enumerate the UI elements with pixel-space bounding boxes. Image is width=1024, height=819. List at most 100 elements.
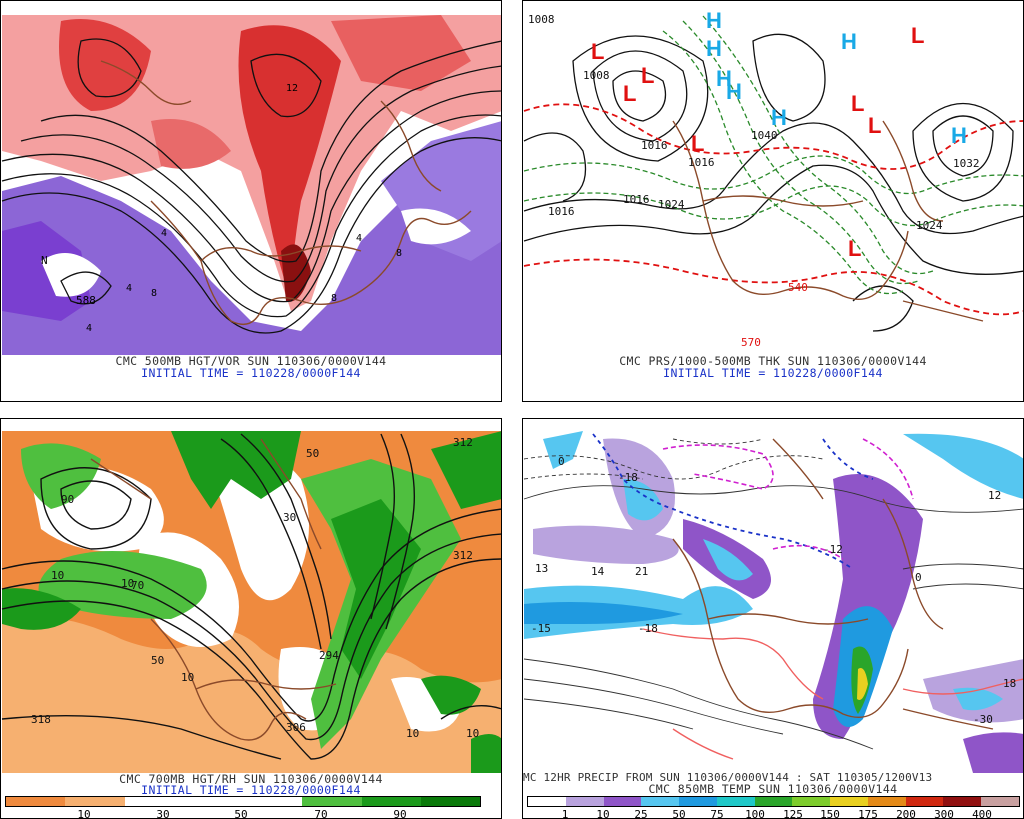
panel-precip-850mb-temp: 0 -18 13 14 21 -15 -18 18 0 -30 -12 12 M… <box>522 418 1024 819</box>
temp-label: 14 <box>591 565 605 578</box>
rh-scale-label: 50 <box>234 808 248 819</box>
contour-label: 10 <box>466 727 479 740</box>
thickness-label: 570 <box>741 336 761 349</box>
low-pressure-marker: L <box>851 91 864 116</box>
precip-color-swatch <box>716 797 755 806</box>
precip-color-swatch <box>603 797 642 806</box>
precip-color-swatch <box>565 797 604 806</box>
precip-scale-label: 125 <box>783 808 803 819</box>
precip-color-swatch <box>792 797 831 806</box>
panel-caption: CMC 700MB HGT/RH SUN 110306/0000V144 <box>119 772 383 786</box>
precip-map: 0 -18 13 14 21 -15 -18 18 0 -30 -12 12 <box>523 431 1023 773</box>
temp-label: 0 <box>558 455 565 468</box>
precip-color-swatch <box>641 797 680 806</box>
map-label: 588 <box>76 294 96 307</box>
pressure-map: H H H H H H H L L L L L L L L 1008 1008 … <box>523 2 1023 354</box>
rh-color-swatch <box>361 797 421 806</box>
isobar-label: 1016 <box>641 139 668 152</box>
temp-label: -18 <box>618 471 638 484</box>
high-pressure-marker: H <box>706 8 722 33</box>
temp-label: 18 <box>1003 677 1016 690</box>
contour-label: 10 <box>406 727 419 740</box>
contour-label: 90 <box>61 493 74 506</box>
precip-scale-label: 10 <box>596 808 610 819</box>
temp-label: -30 <box>973 713 993 726</box>
panel-500mb-height-vorticity: N 588 4 8 4 8 4 8 4 12 CMC 500MB HGT/VOR… <box>0 0 502 402</box>
rh-scale-label: 10 <box>77 808 91 819</box>
high-pressure-marker: H <box>706 36 722 61</box>
precip-scale-label: 300 <box>934 808 954 819</box>
rh-color-swatch <box>420 797 480 806</box>
map-label: 8 <box>151 288 157 299</box>
contour-label: 306 <box>286 721 306 734</box>
precip-color-swatch <box>981 797 1019 806</box>
contour-label: 10 <box>121 577 134 590</box>
vorticity-map: N 588 4 8 4 8 4 8 4 12 <box>1 15 501 355</box>
precip-scale-label: 200 <box>896 808 916 819</box>
contour-label: 10 <box>181 671 194 684</box>
isobar-label: 1016 <box>623 193 650 206</box>
contour-label: 50 <box>306 447 319 460</box>
isobar-label: 1040 <box>751 129 778 142</box>
rh-color-swatch <box>65 797 125 806</box>
map-label: 4 <box>161 228 167 239</box>
panel-700mb-height-rh: 312 312 318 306 294 30 50 10 70 10 50 10… <box>0 418 502 819</box>
low-pressure-marker: L <box>868 113 881 138</box>
low-pressure-marker: L <box>591 39 604 64</box>
high-pressure-marker: H <box>951 123 967 148</box>
rh-scale-label: 90 <box>393 808 407 819</box>
thickness-label: 540 <box>788 281 808 294</box>
rh-scale-label: 70 <box>314 808 328 819</box>
contour-label: 30 <box>283 511 296 524</box>
precip-color-swatch <box>754 797 793 806</box>
panel-caption-temp: CMC 850MB TEMP SUN 110306/0000V144 <box>648 782 898 796</box>
temp-label: -12 <box>823 543 843 556</box>
rh-color-swatch <box>124 797 184 806</box>
precip-color-swatch <box>528 797 566 806</box>
precip-scale-label: 150 <box>820 808 840 819</box>
temp-label: -18 <box>638 622 658 635</box>
panel-initial-time: INITIAL TIME = 110228/0000F144 <box>141 783 361 797</box>
precip-color-swatch <box>943 797 982 806</box>
contour-label: 294 <box>319 649 339 662</box>
temp-label: 12 <box>988 489 1001 502</box>
low-pressure-marker: L <box>848 236 861 261</box>
contour-label: 70 <box>131 579 144 592</box>
precip-color-swatch <box>679 797 717 806</box>
low-pressure-marker: L <box>623 81 636 106</box>
precip-scale-label: 25 <box>634 808 648 819</box>
rh-color-swatch <box>302 797 362 806</box>
panel-pressure-thickness: H H H H H H H L L L L L L L L 1008 1008 … <box>522 0 1024 402</box>
map-label: 12 <box>286 83 298 94</box>
map-label: 4 <box>126 283 132 294</box>
isobar-label: 1008 <box>583 69 610 82</box>
high-pressure-marker: H <box>841 29 857 54</box>
panel-initial-time: INITIAL TIME = 110228/0000F144 <box>141 366 361 380</box>
low-pressure-marker: L <box>641 63 654 88</box>
temp-label: 13 <box>535 562 548 575</box>
contour-label: 312 <box>453 436 473 449</box>
isobar-label: 1024 <box>658 198 685 211</box>
map-label: N <box>41 254 48 267</box>
high-pressure-marker: H <box>771 105 787 130</box>
contour-label: 50 <box>151 654 164 667</box>
contour-label: 312 <box>453 549 473 562</box>
isobar-label: 1016 <box>548 205 575 218</box>
map-label: 8 <box>396 248 402 259</box>
rh-color-scale: 10 30 50 70 90 <box>5 796 481 819</box>
temp-label: 0 <box>915 571 922 584</box>
precip-scale-label: 50 <box>672 808 686 819</box>
map-label: 8 <box>331 293 337 304</box>
low-pressure-marker: L <box>911 23 924 48</box>
temp-label: -15 <box>531 622 551 635</box>
isobar-label: 1024 <box>916 219 943 232</box>
rh-color-swatch <box>243 797 303 806</box>
precip-scale-label: 75 <box>710 808 724 819</box>
rh-color-bar <box>5 796 481 807</box>
isobar-label: 1032 <box>953 157 980 170</box>
panel-caption: MC 12HR PRECIP FROM SUN 110306/0000V144 … <box>523 771 933 784</box>
high-pressure-marker: H <box>726 79 742 104</box>
temp-label: 21 <box>635 565 648 578</box>
low-pressure-marker: L <box>691 131 704 156</box>
contour-label: 318 <box>31 713 51 726</box>
